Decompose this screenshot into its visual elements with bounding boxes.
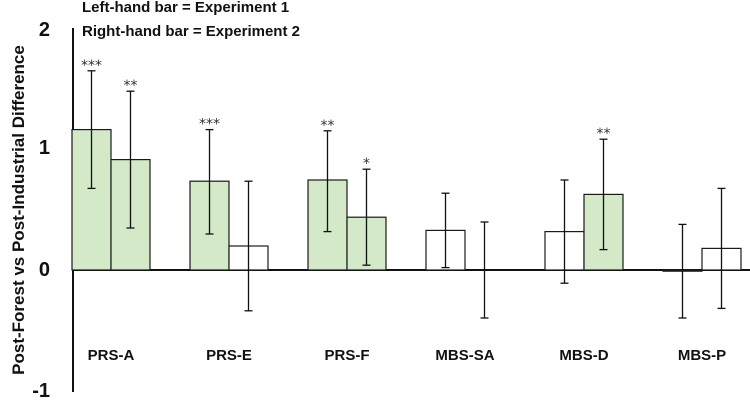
significance-stars: *** [81,58,102,74]
category-label: MBS-D [559,347,608,364]
y-tick-label: 0 [38,259,50,281]
category-label: MBS-P [678,347,726,364]
category-label: PRS-F [325,347,370,364]
significance-stars: * [363,156,370,172]
category-label: PRS-A [88,347,135,364]
y-tick-label: -1 [32,380,50,402]
significance-stars: ** [597,126,611,142]
bars-group: ******** ***** [71,58,742,319]
category-labels-group: PRS-A PRS-E PRS-F MBS-SA MBS-D MBS-P [88,347,727,364]
significance-stars: *** [199,117,220,133]
category-label: MBS-SA [435,347,494,364]
significance-stars: ** [321,118,335,134]
category-label: PRS-E [206,347,252,364]
legend-note-experiment-2: Right-hand bar = Experiment 2 [82,23,300,40]
significance-stars: ** [124,78,138,94]
legend-note-experiment-1: Left-hand bar = Experiment 1 [82,0,290,16]
y-axis-label: Post-Forest vs Post-Industrial Differenc… [9,45,28,375]
y-tick-label: 2 [38,19,50,41]
y-tick-label: 1 [38,137,50,159]
